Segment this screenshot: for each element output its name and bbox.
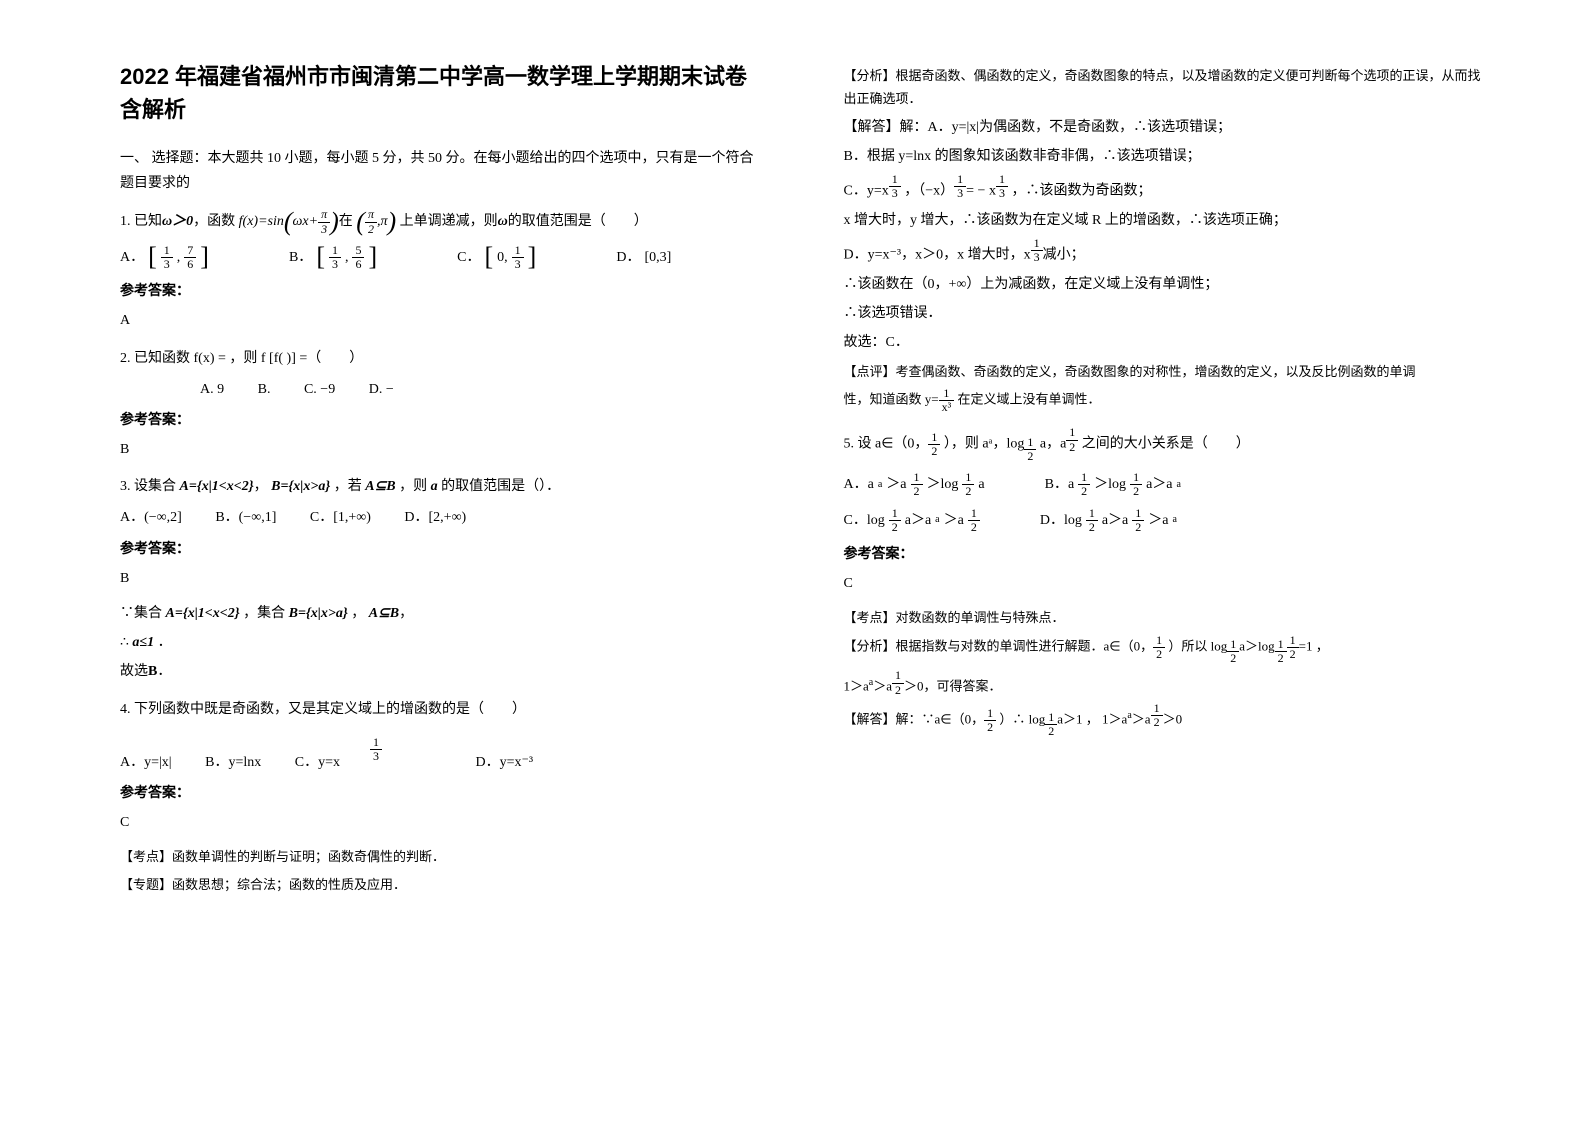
q3-a: a [431, 479, 438, 494]
q3-ale1: a≤1 [132, 635, 154, 650]
q1-optC: C．[0,13] [457, 244, 536, 271]
q2-answer: B [120, 437, 764, 462]
q3-setB: B={x|x>a} [271, 479, 330, 494]
q3-expl1: ∵集合 [120, 606, 162, 621]
q5-answer-label: 参考答案： [844, 542, 1488, 567]
q1-answer: A [120, 308, 764, 333]
q4-optA: A．y=|x| [120, 750, 172, 775]
q5-options-row1: A．aa＞a12＞log12a B．a12＞log12a＞aa [844, 471, 1488, 498]
q5-stem-mid2: a，a [1040, 437, 1066, 452]
q1-optA: A．[13,76] [120, 244, 209, 271]
q4-solC2: x 增大时，y 增大，∴该函数为在定义域 R 上的增函数，∴该选项正确； [844, 208, 1488, 233]
q1-interval: (π2,π) [356, 208, 396, 235]
left-column: 2022 年福建省福州市市闽清第二中学高一数学理上学期期末试卷含解析 一、 选择… [100, 60, 804, 1082]
q3-expl5: ． [158, 635, 172, 650]
q4-optB: B．y=lnx [205, 750, 261, 775]
q3-answer: B [120, 566, 764, 591]
q3-stem-mid: ，若 [334, 479, 362, 494]
q2-options: A. 9 B. C. −9 D. − [120, 377, 764, 402]
q1-stem-mid: ，函数 [193, 214, 235, 229]
q3-optD: D．[2,+∞) [404, 505, 466, 530]
section-1-heading: 一、 选择题：本大题共 10 小题，每小题 5 分，共 50 分。在每小题给出的… [120, 146, 764, 196]
q2-stem: 2. 已知函数 f(x) = ，则 f [f( )] =（ ） [120, 346, 764, 371]
q3-expl3: ， [351, 606, 365, 621]
right-column: 【分析】根据奇函数、偶函数的定义，奇函数图象的特点，以及增函数的定义便可判断每个… [804, 60, 1508, 1082]
q4-comment1: 【点评】考查偶函数、奇函数的定义，奇函数图象的对称性，增函数的定义，以及反比例函… [844, 360, 1488, 383]
q2-optB: B. [258, 377, 271, 402]
question-2: 2. 已知函数 f(x) = ，则 f [f( )] =（ ） A. 9 B. … [120, 346, 764, 463]
q2-optA: A. 9 [200, 377, 224, 402]
exam-title: 2022 年福建省福州市市闽清第二中学高一数学理上学期期末试卷含解析 [120, 60, 764, 126]
q3-AsubB2: A⊆B [369, 606, 399, 621]
q4-solA: A．y=|x|为偶函数，不是奇函数，∴该选项错误； [928, 120, 1232, 135]
q3-stem-end: 的取值范围是（）． [441, 479, 560, 494]
question-1: 1. 已知ω＞0，函数 f(x)=sin(ωx+π3) 在 (π2,π) 上单调… [120, 208, 764, 333]
q4-tag2: 【专题】函数思想；综合法；函数的性质及应用． [120, 873, 764, 896]
q1-stem-pre: 1. 已知 [120, 214, 162, 229]
q3-expl2: ，集合 [243, 606, 285, 621]
q2-optC: C. −9 [304, 377, 335, 402]
q3-optA: A．(−∞,2] [120, 505, 182, 530]
q3-setA2: A={x|1<x<2} [166, 606, 240, 621]
q3-setA: A={x|1<x<2} [180, 479, 254, 494]
q5-optD: D．log12a＞a12＞aa [1040, 507, 1177, 534]
q4-options: A．y=|x| B．y=lnx C．y=x13 D．y=x⁻³ [120, 736, 764, 775]
q4-solEnd: 故选：C． [844, 330, 1488, 355]
q1-answer-label: 参考答案： [120, 279, 764, 304]
q5-analysis2: 1＞aa＞a12＞0，可得答案． [844, 669, 1488, 698]
q4-optD: D．y=x⁻³ [475, 750, 533, 775]
q4-optC: C．y=x13 [295, 736, 442, 775]
question-4: 4. 下列函数中既是奇函数，又是其定义域上的增函数的是（ ） A．y=|x| B… [120, 697, 764, 896]
q4-sol-label: 【解答】解： [844, 120, 928, 135]
q1-stem-post: 上单调递减，则 [400, 214, 498, 229]
q2-answer-label: 参考答案： [120, 408, 764, 433]
q1-func: f(x)=sin(ωx+π3) [239, 208, 339, 235]
q3-optB: B．(−∞,1] [215, 505, 276, 530]
q3-stem-post: ，则 [399, 479, 427, 494]
q5-optA: A．aa＞a12＞log12a [844, 471, 985, 498]
q4-solC: C．y=x13 ，（−x）13= − x13 ，∴该函数为奇函数； [844, 173, 1488, 204]
q3-options: A．(−∞,2] B．(−∞,1] C．[1,+∞) D．[2,+∞) [120, 505, 764, 530]
q3-setB2: B={x|x>a} [289, 606, 348, 621]
omega-gt-0: ω＞0 [162, 214, 193, 229]
q3-expl4: ∴ [120, 635, 129, 650]
q4-solD2: ∴该函数在（0，+∞）上为减函数，在定义域上没有单调性； [844, 272, 1488, 297]
q4-answer-label: 参考答案： [120, 781, 764, 806]
q5-stem-post: 之间的大小关系是（ ） [1082, 437, 1250, 452]
q4-solD: D．y=x⁻³，x＞0，x 增大时，x13减小； [844, 237, 1488, 268]
q1-optB: B．[13,56] [289, 244, 377, 271]
q5-answer: C [844, 571, 1488, 596]
q3-optC: C．[1,+∞) [310, 505, 371, 530]
q4-tag1: 【考点】函数单调性的判断与证明；函数奇偶性的判断． [120, 845, 764, 868]
q5-analysis: 【分析】根据指数与对数的单调性进行解题．a∈（0，12 ）所以 log12a＞l… [844, 634, 1488, 666]
q5-solution: 【解答】解：∵a∈（0，12 ）∴ log12a＞1 ， 1＞aa＞a12＞0 [844, 702, 1488, 738]
q4-solB: B．根据 y=lnx 的图象知该函数非奇非偶，∴该选项错误； [844, 144, 1488, 169]
q4-stem: 4. 下列函数中既是奇函数，又是其定义域上的增函数的是（ ） [120, 697, 764, 722]
q2-optD: D. − [369, 377, 394, 402]
q1-options: A．[13,76] B．[13,56] C．[0,13] D．[0,3] [120, 244, 764, 271]
q4-answer: C [120, 810, 764, 835]
question-5: 5. 设 a∈（0，12 ），则 aᵃ，log12 a，a12 之间的大小关系是… [844, 426, 1488, 738]
q3-stem-pre: 3. 设集合 [120, 479, 176, 494]
q4-solD3: ∴该选项错误． [844, 301, 1488, 326]
q5-optC: C．log12a＞aa＞a12 [844, 507, 980, 534]
q4-comment2: 性，知道函数 y=1x³ 在定义域上没有单调性． [844, 387, 1488, 414]
q5-options-row2: C．log12a＞aa＞a12 D．log12a＞a12＞aa [844, 507, 1488, 534]
q5-stem-mid: ），则 aᵃ，log [944, 437, 1024, 452]
q1-optD: D．[0,3] [616, 245, 671, 270]
q5-optB: B．a12＞log12a＞aa [1045, 471, 1181, 498]
q3-expl6: 故选 [120, 664, 148, 679]
q5-tag1: 【考点】对数函数的单调性与特殊点． [844, 606, 1488, 629]
q3-B: B [148, 664, 157, 679]
omega: ω [498, 214, 508, 229]
q5-stem-pre: 5. 设 a∈（0， [844, 437, 929, 452]
q3-AsubB: A⊆B [365, 479, 395, 494]
question-3: 3. 设集合 A={x|1<x<2}， B={x|x>a} ，若 A⊆B ，则 … [120, 474, 764, 684]
q1-stem-end: 的取值范围是（ ） [508, 214, 648, 229]
q3-answer-label: 参考答案： [120, 537, 764, 562]
q4-tag3: 【分析】根据奇函数、偶函数的定义，奇函数图象的特点，以及增函数的定义便可判断每个… [844, 64, 1488, 111]
